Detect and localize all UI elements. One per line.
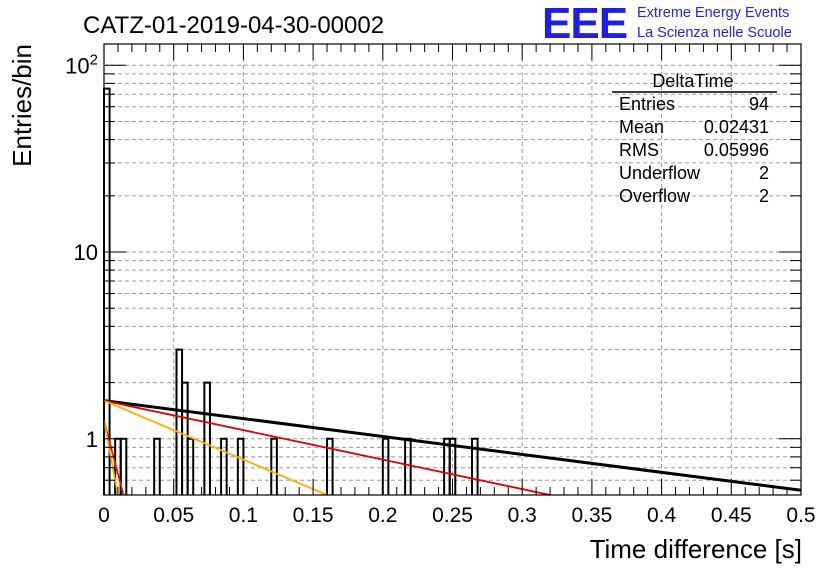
stats-value-rms: 0.05996 bbox=[704, 140, 769, 160]
y-axis-label: Entries/bin bbox=[7, 44, 37, 167]
x-tick-label: 0.3 bbox=[508, 504, 537, 527]
histogram-bin bbox=[153, 437, 161, 495]
y-tick-label: 102 bbox=[65, 51, 98, 78]
stats-value-entries: 94 bbox=[749, 94, 769, 114]
stats-label-entries: Entries bbox=[619, 94, 675, 114]
stats-value-underflow: 2 bbox=[759, 163, 769, 183]
histogram-bin bbox=[381, 437, 390, 495]
x-tick-label: 0.25 bbox=[432, 504, 473, 527]
fit-curve bbox=[103, 420, 119, 496]
chart-title: CATZ-01-2019-04-30-00002 bbox=[83, 12, 384, 39]
histogram-bin bbox=[326, 437, 334, 495]
fit-curves bbox=[103, 399, 802, 496]
histogram-bin bbox=[471, 437, 479, 495]
histogram-bin bbox=[186, 437, 195, 495]
histogram-bin bbox=[236, 437, 245, 495]
y-axis-ticks: 1 10 102 bbox=[65, 51, 801, 496]
fit-curve bbox=[103, 399, 328, 496]
logo-line-1: Extreme Energy Events bbox=[637, 5, 790, 21]
x-tick-label: 0.15 bbox=[293, 504, 334, 527]
stats-value-overflow: 2 bbox=[759, 186, 769, 206]
stats-value-mean: 0.02431 bbox=[704, 117, 769, 137]
stats-title: DeltaTime bbox=[652, 71, 733, 91]
x-tick-label: 0 bbox=[98, 504, 110, 527]
stats-label-mean: Mean bbox=[619, 117, 664, 137]
eee-logo: EEE Extreme Energy Events La Scienza nel… bbox=[542, 0, 792, 48]
histogram-bin bbox=[203, 381, 211, 495]
histogram-bars bbox=[103, 87, 479, 495]
logo-line-2: La Scienza nelle Scuole bbox=[637, 25, 792, 41]
y-tick-label: 1 bbox=[86, 427, 98, 452]
x-tick-label: 0.4 bbox=[647, 504, 677, 527]
histogram-bin bbox=[220, 437, 228, 495]
histogram-bin bbox=[270, 437, 278, 495]
grid-lines bbox=[104, 44, 801, 496]
eee-logo-text: Extreme Energy Events La Scienza nelle S… bbox=[637, 3, 792, 43]
stats-label-rms: RMS bbox=[619, 140, 659, 160]
fit-curve bbox=[103, 399, 802, 492]
x-tick-label: 0.35 bbox=[571, 504, 612, 527]
histogram-bin bbox=[448, 437, 457, 495]
y-tick-label: 10 bbox=[74, 240, 98, 265]
stats-label-overflow: Overflow bbox=[619, 186, 691, 206]
x-tick-label: 0.1 bbox=[229, 504, 258, 527]
x-axis-label: Time difference [s] bbox=[590, 534, 802, 564]
eee-logo-mark: EEE bbox=[542, 0, 628, 48]
x-tick-label: 0.05 bbox=[153, 504, 194, 527]
x-tick-label: 0.5 bbox=[786, 504, 815, 527]
stats-label-underflow: Underflow bbox=[619, 163, 701, 183]
fit-curve bbox=[103, 399, 551, 496]
x-tick-label: 0.2 bbox=[368, 504, 397, 527]
fit-curve bbox=[103, 420, 125, 496]
stats-box: DeltaTime Entries 94 Mean 0.02431 RMS 0.… bbox=[612, 71, 777, 206]
x-axis-ticks: 0 0.05 0.1 0.15 0.2 0.25 0.3 0.35 0.4 0.45 0.5 bbox=[98, 44, 816, 527]
x-tick-label: 0.45 bbox=[711, 504, 752, 527]
